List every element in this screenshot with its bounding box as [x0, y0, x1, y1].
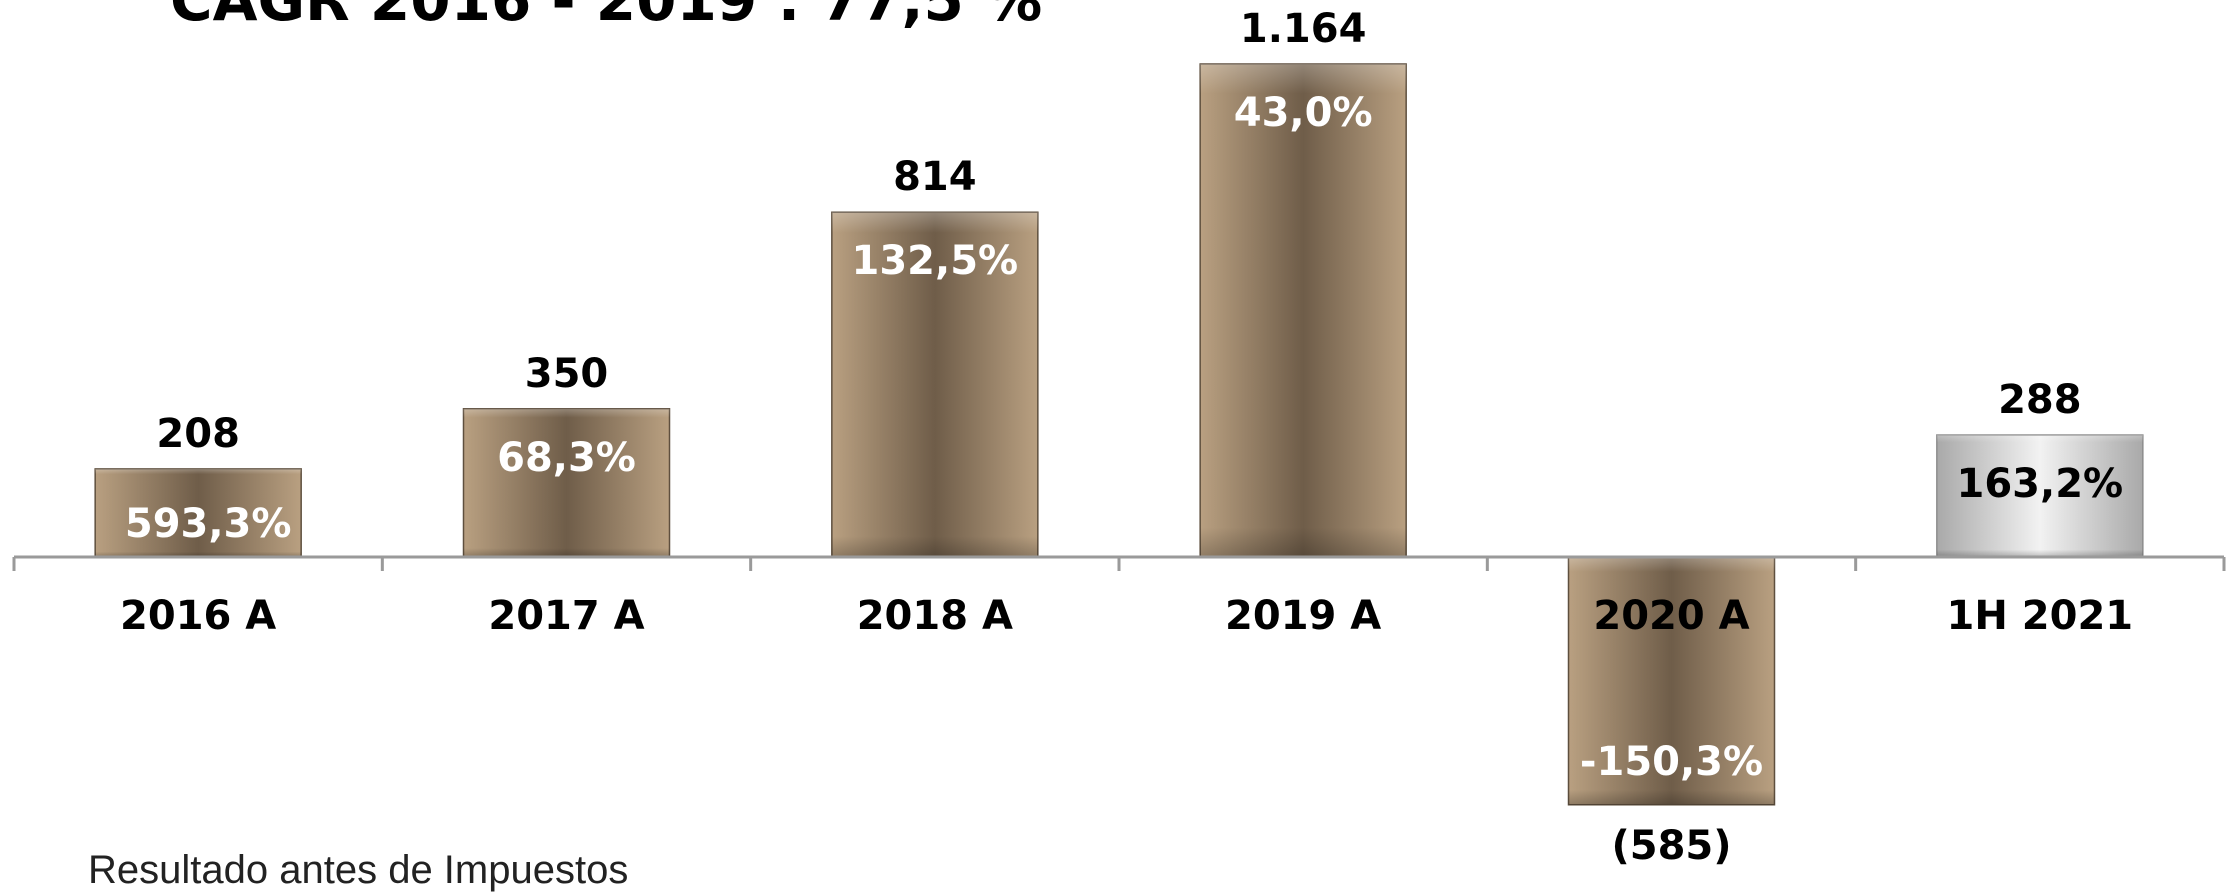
bar-group — [1567, 556, 1776, 806]
category-label: 2019 A — [1225, 593, 1381, 639]
category-label: 2016 A — [120, 593, 276, 639]
value-label: 288 — [1998, 377, 2082, 423]
category-label: 2018 A — [857, 593, 1013, 639]
value-label: 1.164 — [1240, 6, 1367, 52]
growth-label: 43,0% — [1234, 90, 1373, 136]
chart-title: CAGR 2016 - 2019 : 77,5 % — [170, 0, 1043, 34]
growth-label: -150,3% — [1580, 739, 1763, 785]
bar-shading — [95, 468, 302, 557]
value-label: 814 — [893, 154, 977, 200]
bar-group — [462, 408, 671, 558]
value-label: 208 — [156, 411, 240, 457]
bar-shading — [831, 212, 1038, 557]
bar-group — [94, 468, 302, 558]
value-label: 350 — [525, 351, 609, 397]
bar-group — [1199, 63, 1407, 558]
category-label: 2017 A — [488, 593, 644, 639]
bar-shading — [1200, 64, 1407, 557]
bar-chart: 208 593,3% 2016 A 350 68,3% 2017 A 814 132,5% 20… — [12, 6, 2226, 867]
growth-label: 68,3% — [497, 435, 636, 481]
value-label: (585) — [1611, 823, 1731, 867]
bar-shading — [1568, 557, 1775, 805]
growth-label: 132,5% — [852, 238, 1019, 284]
category-label: 1H 2021 — [1947, 593, 2134, 639]
growth-label: 593,3% — [125, 501, 292, 547]
growth-label: 163,2% — [1957, 461, 2124, 507]
bar-shading — [463, 408, 670, 557]
bar-shading — [1936, 435, 2143, 557]
category-label: 2020 A — [1593, 593, 1749, 639]
footnote: Resultado antes de Impuestos — [88, 848, 629, 892]
bar-group — [831, 211, 1039, 558]
